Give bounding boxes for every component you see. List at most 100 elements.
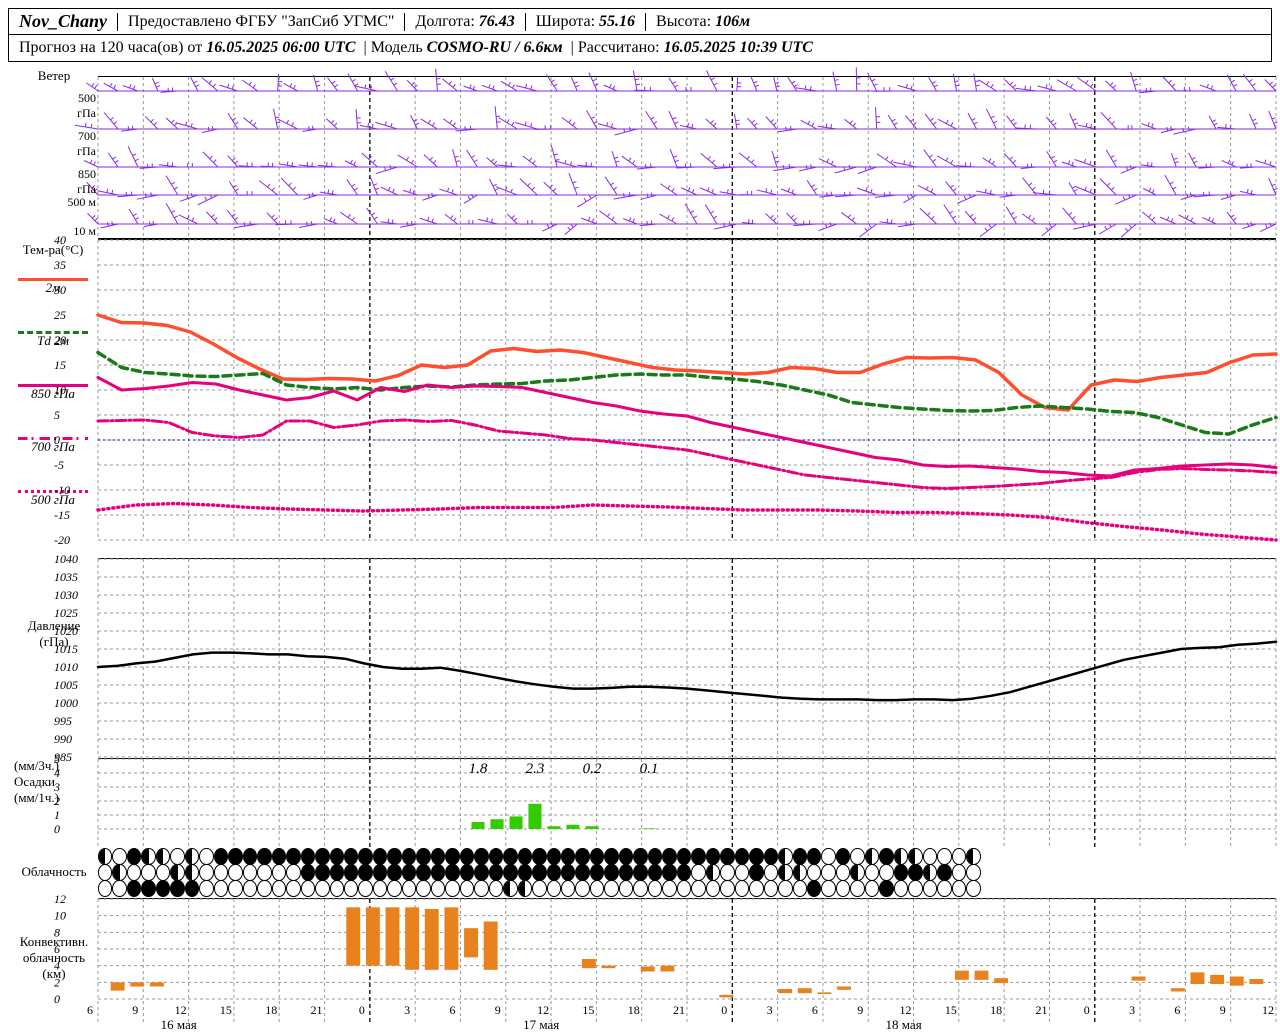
cloud-cell[interactable] [821, 848, 835, 865]
cloud-cell[interactable] [112, 864, 126, 881]
cloud-row-total[interactable] [98, 848, 981, 865]
cloud-cell[interactable] [966, 848, 980, 865]
cloud-cell[interactable] [330, 848, 344, 865]
cloud-cell[interactable] [532, 864, 546, 881]
cloud-cell[interactable] [257, 848, 271, 865]
cloud-cell[interactable] [908, 848, 922, 865]
cloud-cell[interactable] [228, 880, 242, 897]
cloud-cell[interactable] [503, 848, 517, 865]
cloud-cell[interactable] [127, 880, 141, 897]
cloud-cell[interactable] [677, 864, 691, 881]
cloud-cell[interactable] [575, 848, 589, 865]
cloud-cell[interactable] [908, 864, 922, 881]
cloud-cell[interactable] [908, 880, 922, 897]
cloud-cell[interactable] [272, 848, 286, 865]
cloud-cell[interactable] [662, 848, 676, 865]
cloud-cell[interactable] [648, 848, 662, 865]
cloud-cell[interactable] [518, 848, 532, 865]
cloud-cell[interactable] [966, 864, 980, 881]
cloud-cell[interactable] [633, 864, 647, 881]
cloud-cell[interactable] [358, 880, 372, 897]
cloud-cell[interactable] [199, 864, 213, 881]
cloud-cell[interactable] [778, 880, 792, 897]
cloud-cell[interactable] [735, 848, 749, 865]
cloud-cell[interactable] [272, 880, 286, 897]
cloud-cell[interactable] [489, 848, 503, 865]
cloud-cell[interactable] [547, 864, 561, 881]
cloud-cell[interactable] [691, 880, 705, 897]
cloud-cell[interactable] [199, 848, 213, 865]
cloud-cell[interactable] [836, 880, 850, 897]
cloud-cell[interactable] [865, 864, 879, 881]
cloud-cell[interactable] [402, 864, 416, 881]
cloud-cell[interactable] [850, 880, 864, 897]
cloud-cell[interactable] [879, 864, 893, 881]
cloud-cell[interactable] [532, 848, 546, 865]
cloud-row-high[interactable] [98, 880, 981, 897]
cloud-cell[interactable] [98, 848, 112, 865]
cloud-cell[interactable] [156, 848, 170, 865]
cloud-cell[interactable] [344, 864, 358, 881]
cloud-cell[interactable] [257, 864, 271, 881]
cloud-cell[interactable] [793, 848, 807, 865]
cloud-cell[interactable] [836, 848, 850, 865]
cloud-cell[interactable] [677, 848, 691, 865]
cloud-cell[interactable] [677, 880, 691, 897]
cloud-cell[interactable] [460, 848, 474, 865]
cloud-cell[interactable] [764, 880, 778, 897]
cloud-cell[interactable] [489, 880, 503, 897]
cloud-cell[interactable] [445, 880, 459, 897]
cloud-cell[interactable] [373, 880, 387, 897]
cloud-cell[interactable] [937, 848, 951, 865]
cloud-cell[interactable] [431, 848, 445, 865]
cloud-cell[interactable] [402, 880, 416, 897]
cloud-cell[interactable] [301, 864, 315, 881]
cloud-cell[interactable] [141, 880, 155, 897]
cloud-cell[interactable] [836, 864, 850, 881]
cloud-cell[interactable] [952, 864, 966, 881]
cloud-cell[interactable] [228, 864, 242, 881]
cloud-cell[interactable] [170, 848, 184, 865]
cloud-cell[interactable] [344, 848, 358, 865]
cloud-cell[interactable] [474, 880, 488, 897]
cloud-cell[interactable] [662, 864, 676, 881]
cloud-cell[interactable] [330, 864, 344, 881]
cloud-cell[interactable] [575, 864, 589, 881]
cloud-cell[interactable] [735, 864, 749, 881]
cloud-cell[interactable] [445, 848, 459, 865]
cloud-cell[interactable] [807, 864, 821, 881]
cloud-cell[interactable] [98, 864, 112, 881]
cloud-cell[interactable] [619, 864, 633, 881]
cloud-cell[interactable] [373, 848, 387, 865]
cloud-cell[interactable] [127, 864, 141, 881]
cloud-cell[interactable] [764, 848, 778, 865]
cloud-cell[interactable] [156, 864, 170, 881]
cloud-cell[interactable] [821, 864, 835, 881]
cloud-cell[interactable] [518, 864, 532, 881]
cloud-cell[interactable] [879, 880, 893, 897]
cloud-cell[interactable] [156, 880, 170, 897]
cloud-row-mid[interactable] [98, 864, 981, 881]
cloud-cell[interactable] [619, 848, 633, 865]
cloud-cell[interactable] [561, 880, 575, 897]
cloud-cell[interactable] [199, 880, 213, 897]
cloud-cell[interactable] [706, 864, 720, 881]
cloud-cell[interactable] [185, 848, 199, 865]
cloud-cell[interactable] [518, 880, 532, 897]
cloud-cell[interactable] [373, 864, 387, 881]
cloud-cell[interactable] [793, 880, 807, 897]
cloud-cell[interactable] [185, 880, 199, 897]
cloud-cell[interactable] [358, 848, 372, 865]
cloud-cell[interactable] [894, 880, 908, 897]
cloud-cell[interactable] [590, 864, 604, 881]
cloud-cell[interactable] [604, 880, 618, 897]
cloud-cell[interactable] [561, 864, 575, 881]
cloud-cell[interactable] [416, 880, 430, 897]
cloud-cell[interactable] [170, 864, 184, 881]
cloud-cell[interactable] [460, 880, 474, 897]
cloud-cell[interactable] [706, 880, 720, 897]
cloud-cell[interactable] [793, 864, 807, 881]
cloud-cell[interactable] [330, 880, 344, 897]
cloud-cell[interactable] [214, 848, 228, 865]
cloud-cell[interactable] [850, 848, 864, 865]
